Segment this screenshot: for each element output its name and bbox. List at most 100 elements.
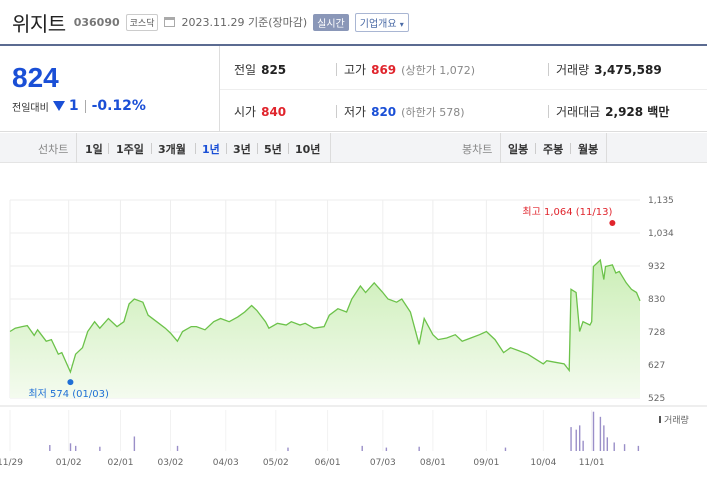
volume-bar [575, 429, 577, 451]
divider [84, 99, 86, 113]
x-tick-label: 05/02 [263, 458, 289, 468]
y-tick-label: 1,034 [648, 229, 674, 239]
divider [336, 105, 337, 118]
volume-bar [287, 447, 289, 451]
chevron-down-icon: ▾ [399, 19, 404, 29]
stat-low: 저가 820 (하한가 578) [344, 103, 465, 120]
volume-bar [176, 445, 179, 451]
divider [606, 133, 607, 163]
chart-tabs: 선차트 1일 1주일 3개월 1년 3년 5년 10년 봉차트 일봉 주봉 월봉 [0, 133, 707, 163]
volume-bar [599, 416, 602, 451]
stock-header: 위지트 036090 코스닥 2023.11.29 기준(장마감) 실시간 기업… [12, 10, 409, 36]
change-percent: -0.12% [91, 98, 146, 114]
tab-3m[interactable]: 3개월 [158, 143, 186, 156]
divider [548, 63, 549, 76]
y-tick-label: 728 [648, 328, 665, 338]
stat-value: 869 [371, 63, 397, 77]
volume-bar [74, 445, 77, 451]
down-triangle-icon [52, 101, 65, 111]
x-tick-label: 07/03 [370, 458, 396, 468]
lower-limit: (하한가 578) [401, 106, 465, 119]
stock-code: 036090 [73, 15, 120, 29]
annotations: 최고 1,064 (11/13) 최저 574 (01/03) [28, 206, 616, 400]
tab-10y[interactable]: 10년 [295, 143, 321, 156]
stat-label: 전일 [234, 63, 257, 77]
stat-open: 시가 840 [234, 103, 286, 120]
stat-label: 거래량 [556, 63, 590, 77]
divider [548, 105, 549, 118]
y-tick-label: 932 [648, 262, 665, 272]
volume-bar [603, 425, 605, 451]
divider [288, 143, 289, 154]
volume-bar [99, 446, 101, 451]
price-chart[interactable]: 최고 1,064 (11/13) 최저 574 (01/03) 1,135 1,03… [0, 163, 707, 492]
y-tick-label: 627 [648, 361, 665, 371]
stat-prev-close: 전일 825 [234, 61, 286, 78]
stat-value: 820 [371, 105, 397, 119]
divider [500, 133, 501, 163]
stat-label: 거래대금 [556, 105, 601, 119]
tab-daily-candle[interactable]: 일봉 [508, 143, 529, 156]
stat-label: 시가 [234, 105, 257, 119]
tab-weekly-candle[interactable]: 주봉 [543, 143, 564, 156]
stat-label: 저가 [344, 105, 367, 119]
tab-monthly-candle[interactable]: 월봉 [578, 143, 599, 156]
x-tick-label: 11/29 [0, 458, 23, 468]
volume-bar [504, 447, 507, 451]
low-marker [67, 379, 74, 386]
price-box: 824 전일대비 1 -0.12% [0, 46, 220, 132]
divider [195, 143, 196, 154]
price-area-fill [10, 260, 640, 398]
y-tick-label: 1,135 [648, 196, 674, 206]
volume-bar [582, 440, 584, 451]
company-info-dropdown[interactable]: 기업개요 ▾ [354, 12, 409, 32]
divider [336, 63, 337, 76]
volume-legend-icon [659, 416, 661, 423]
volume-bar [69, 443, 72, 451]
x-tick-label: 06/01 [315, 458, 341, 468]
stat-value: 3,475,589 [594, 63, 662, 77]
volume-panel: 거래량 [49, 411, 689, 451]
divider [570, 143, 571, 154]
x-tick-label: 03/02 [158, 458, 184, 468]
price-area [9, 258, 641, 398]
upper-limit: (상한가 1,072) [401, 64, 476, 77]
high-marker [609, 220, 616, 227]
x-tick-label: 08/01 [420, 458, 446, 468]
y-axis: 1,135 1,034 932 830 728 627 525 [648, 196, 674, 404]
quote-summary: 824 전일대비 1 -0.12% 전일 825 고가 869 (상한가 1,0… [0, 44, 707, 132]
volume-bar [592, 411, 595, 451]
divider [535, 143, 536, 154]
current-price: 824 [12, 62, 59, 93]
stat-trade-amount: 거래대금 2,928 백만 [556, 103, 669, 120]
row-divider [220, 89, 707, 90]
volume-bar [385, 447, 388, 451]
tab-5y[interactable]: 5년 [264, 143, 282, 156]
realtime-button[interactable]: 실시간 [313, 13, 349, 31]
divider [226, 143, 227, 154]
low-label: 최저 574 (01/03) [28, 388, 109, 400]
stat-value: 825 [261, 63, 287, 77]
volume-bar [623, 444, 626, 451]
stat-value: 840 [261, 105, 287, 119]
tab-1y[interactable]: 1년 [202, 143, 220, 156]
tab-1w[interactable]: 1주일 [116, 143, 144, 156]
x-tick-label: 11/01 [579, 458, 605, 468]
volume-bar [637, 445, 640, 451]
price-change: 전일대비 1 -0.12% [12, 98, 146, 114]
volume-bar [570, 427, 572, 451]
stock-name: 위지트 [12, 11, 66, 36]
divider [330, 133, 331, 163]
divider [257, 143, 258, 154]
tab-1d[interactable]: 1일 [85, 143, 103, 156]
volume-label: 거래량 [664, 414, 689, 426]
volume-bar [578, 425, 581, 451]
stat-high: 고가 869 (상한가 1,072) [344, 61, 475, 78]
y-tick-label: 830 [648, 295, 665, 305]
tab-3y[interactable]: 3년 [233, 143, 251, 156]
high-label: 최고 1,064 (11/13) [522, 206, 612, 218]
volume-bar [133, 436, 136, 451]
x-tick-label: 04/03 [213, 458, 239, 468]
candle-chart-label: 봉차트 [462, 143, 493, 156]
volume-bar [606, 437, 609, 451]
